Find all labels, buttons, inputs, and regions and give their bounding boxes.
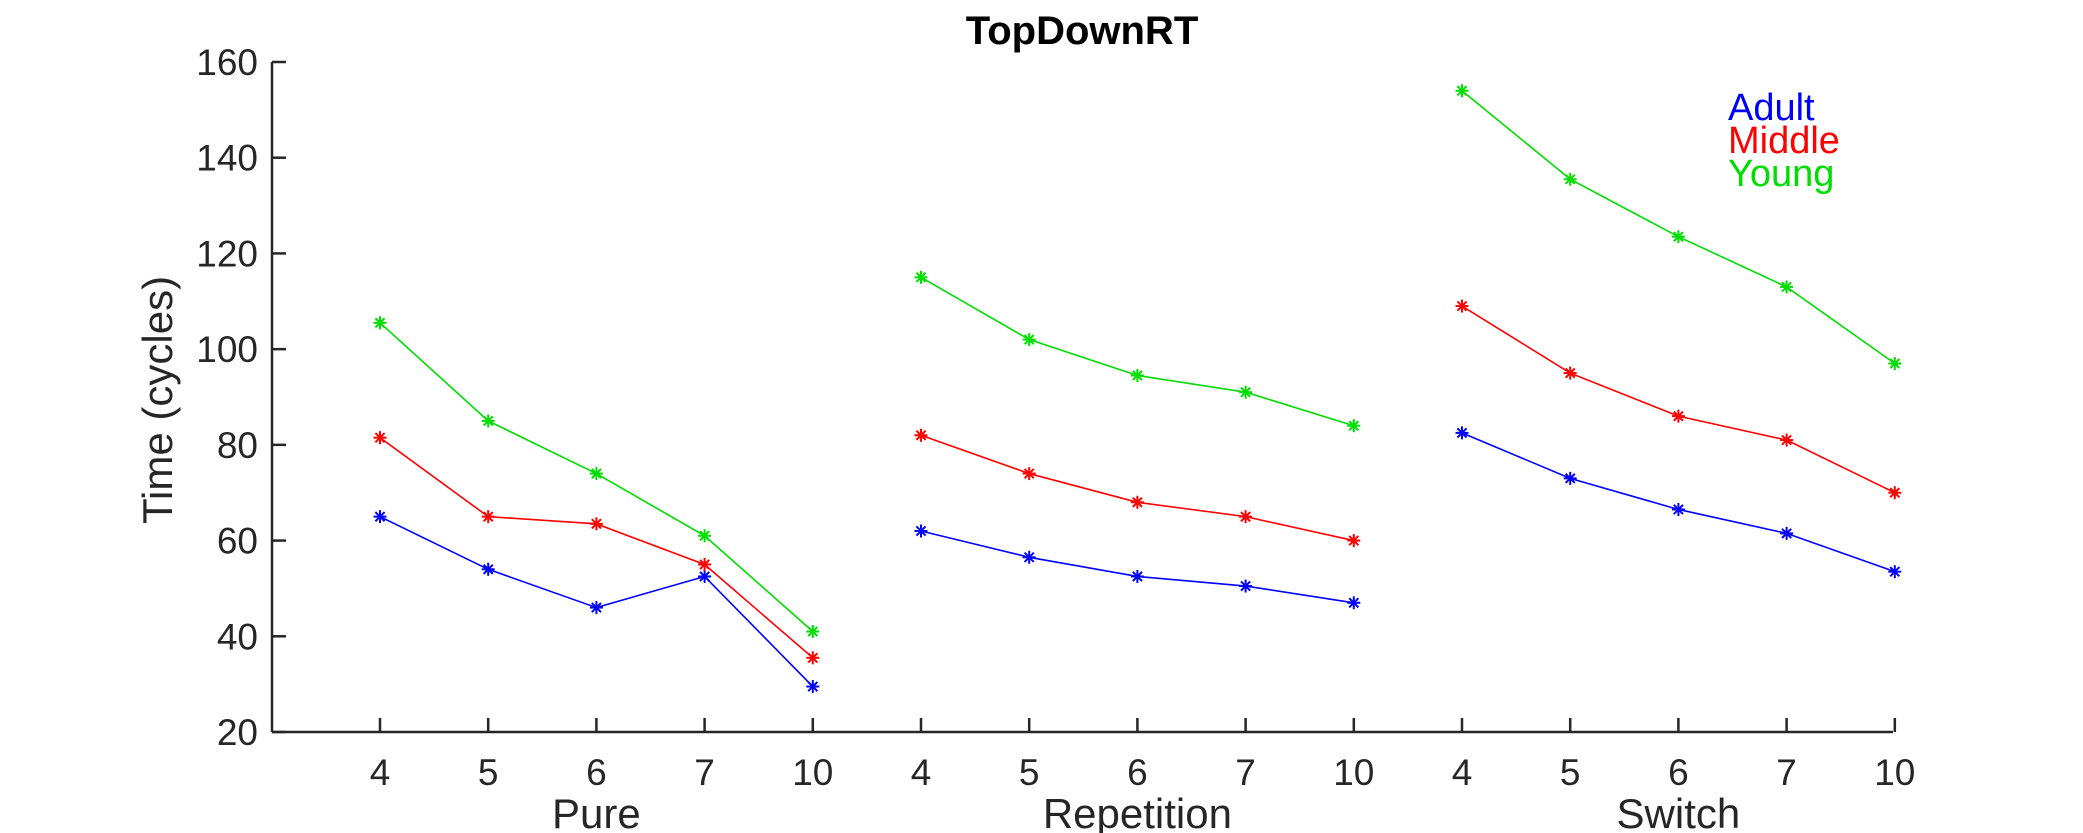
data-point [1455,426,1469,440]
x-tick-label: 6 [586,752,607,793]
x-tick-label: 7 [1776,752,1797,793]
data-point [698,529,712,543]
data-point [589,517,603,531]
data-point [1888,565,1902,579]
group-label-switch: Switch [1617,790,1741,833]
data-point [1455,299,1469,313]
data-point [1671,409,1685,423]
y-tick-label: 80 [217,425,258,466]
data-point [1130,495,1144,509]
series-line [1461,432,1896,573]
series-line [1461,305,1896,494]
legend-adult: Adult [1728,87,1815,129]
data-point [1780,280,1794,294]
x-tick-label: 4 [1452,752,1473,793]
y-tick-label: 140 [196,138,258,179]
group-label-pure: Pure [552,790,641,833]
data-point [589,601,603,615]
y-tick-labels: 20 40 60 80 100 120 140 160 [196,42,258,753]
data-point [914,270,928,284]
axes [270,60,1897,734]
data-point [1347,534,1361,548]
data-point [1130,368,1144,382]
data-point [914,428,928,442]
y-tick-label: 20 [217,712,258,753]
legend-middle: Middle [1728,120,1840,162]
data-point [1239,510,1253,524]
data-point [373,510,387,524]
data-point [1563,471,1577,485]
x-tick-label: 10 [1333,752,1374,793]
x-tick-labels: 4 5 6 7 10 4 5 6 7 10 4 5 6 7 10 [370,752,1916,793]
data-point [1563,172,1577,186]
y-tick-label: 40 [217,616,258,657]
data-point [1780,433,1794,447]
data-point [1130,569,1144,583]
data-point [914,524,928,538]
series-line [920,434,1354,542]
data-point [698,558,712,571]
data-point [481,562,495,576]
x-tick-label: 10 [792,752,833,793]
series-line [920,276,1355,427]
x-tick-label: 6 [1668,752,1689,793]
data-point [806,625,820,638]
x-tick-label: 5 [478,752,499,793]
data-point [1347,596,1361,610]
data-point [806,680,820,694]
data-point [1455,84,1469,98]
data-point [1780,526,1794,540]
x-tick-label: 7 [1235,752,1256,793]
data-point [1888,357,1902,370]
y-tick-label: 60 [217,521,258,562]
x-tick-label: 5 [1019,752,1040,793]
data-point [373,431,387,445]
data-point [481,414,495,428]
data-point [1888,486,1902,500]
data-point [1239,579,1253,593]
data-point [589,467,603,481]
data-point [1022,333,1036,347]
x-tick-label: 6 [1127,752,1148,793]
x-tick-label: 4 [911,752,932,793]
group-label-repetition: Repetition [1043,790,1232,833]
y-tick-label: 100 [196,329,258,370]
x-tick-label: 4 [370,752,391,793]
plot-area [373,84,1902,694]
y-tick-label: 120 [196,233,258,274]
x-tick-label: 10 [1874,752,1915,793]
x-tick-label: 5 [1560,752,1581,793]
x-tick-label: 7 [694,752,715,793]
y-axis-label: Time (cycles) [134,276,181,524]
data-point [1671,230,1685,244]
data-point [1239,385,1253,399]
data-point [1347,419,1361,433]
data-point [806,651,820,665]
legend-young: Young [1728,153,1834,195]
data-point [373,316,387,330]
series-middle [373,299,1902,665]
series-adult [373,426,1902,694]
data-point [1022,467,1036,481]
chart-title: TopDownRT [966,9,1199,53]
series-young [373,84,1902,638]
data-point [1022,550,1036,564]
series-line [920,530,1354,604]
data-point [1671,502,1685,516]
data-point [698,569,712,583]
data-point [1563,366,1577,380]
y-tick-label: 160 [196,42,258,83]
group-labels: Pure Repetition Switch [552,790,1740,833]
data-point [481,510,495,524]
